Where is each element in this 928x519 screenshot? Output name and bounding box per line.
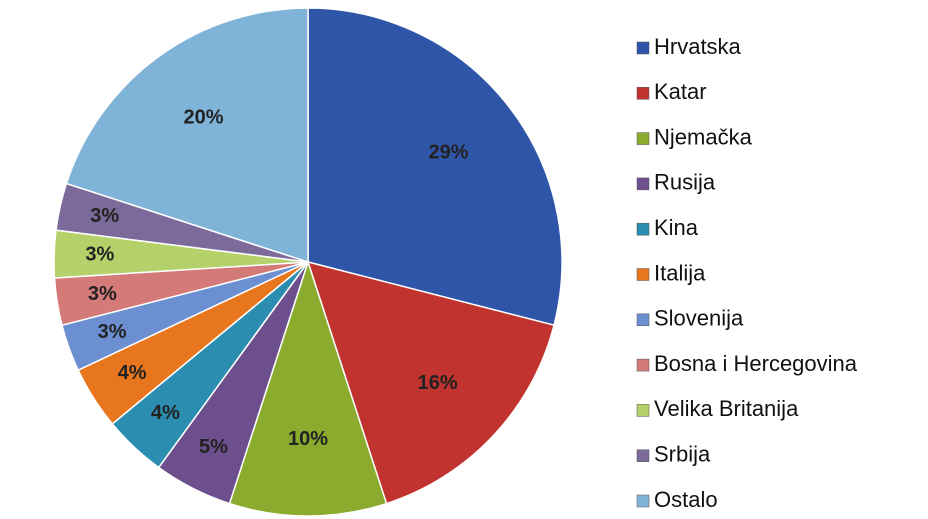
- legend-label: Kina: [654, 215, 699, 240]
- slice-label: 10%: [288, 428, 328, 450]
- legend-swatch: [636, 268, 650, 281]
- legend-label: Katar: [654, 79, 707, 104]
- legend-label: Srbija: [654, 442, 711, 467]
- pie-slice: [228, 259, 388, 517]
- slice-label: 3%: [85, 244, 114, 266]
- legend-swatch: [636, 494, 650, 508]
- legend-swatch: [636, 132, 650, 145]
- legend-label: Njemačka: [654, 124, 753, 149]
- legend-label: Bosna i Hercegovina: [654, 351, 858, 376]
- slice-label: 20%: [183, 106, 223, 128]
- legend-swatch: [636, 404, 650, 417]
- slice-label: 5%: [199, 436, 228, 458]
- legend-swatch: [636, 313, 650, 327]
- legend-swatch: [636, 222, 650, 236]
- legend-swatch: [636, 358, 650, 372]
- legend-swatch: [636, 41, 650, 55]
- slice-label: 3%: [88, 283, 117, 305]
- legend-swatch: [636, 177, 650, 191]
- legend-label: Slovenija: [654, 306, 744, 331]
- slice-label: 3%: [98, 321, 127, 343]
- legend-swatch: [636, 449, 650, 462]
- slice-label: 4%: [151, 402, 180, 424]
- slice-label: 16%: [418, 372, 458, 394]
- legend-label: Velika Britanija: [654, 396, 799, 421]
- pie-slice: [65, 7, 309, 264]
- legend-label: Italija: [654, 260, 706, 285]
- legend-label: Hrvatska: [654, 34, 742, 59]
- pie-slice: [307, 7, 563, 327]
- slice-label: 3%: [90, 205, 119, 227]
- legend-swatch: [636, 87, 650, 100]
- slice-label: 29%: [428, 141, 468, 163]
- slice-label: 4%: [118, 362, 147, 384]
- legend-label: Rusija: [654, 170, 716, 195]
- legend-label: Ostalo: [654, 487, 718, 512]
- pie-slice: [306, 260, 555, 505]
